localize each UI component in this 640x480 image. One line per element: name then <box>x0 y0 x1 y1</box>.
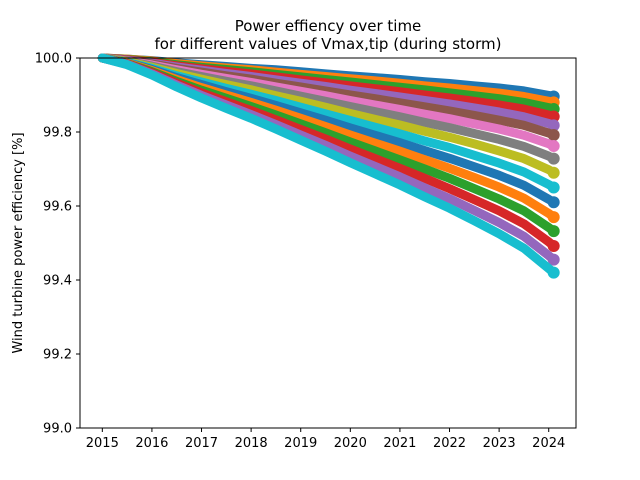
series-5-end-marker <box>547 128 560 141</box>
y-axis-label: Wind turbine power efficiency [%] <box>11 132 26 353</box>
x-tick-label-7: 2022 <box>433 436 466 451</box>
chart-title: Power effiency over time <box>235 17 422 35</box>
series-layer <box>97 53 560 279</box>
y-tick-label-0: 99.0 <box>43 422 72 437</box>
x-axis: 2015 2016 2017 2018 2019 2020 2021 2022 2023 2024 <box>86 428 565 451</box>
x-tick-label-9: 2024 <box>532 436 565 451</box>
series-15-band <box>97 53 559 278</box>
x-tick-label-4: 2019 <box>284 436 317 451</box>
y-tick-label-2: 99.4 <box>43 274 72 289</box>
series-12-end-marker <box>547 225 560 238</box>
y-tick-label-3: 99.6 <box>43 200 72 215</box>
y-tick-label-4: 99.8 <box>43 126 72 141</box>
series-8-end-marker <box>547 166 560 179</box>
x-tick-label-0: 2015 <box>86 436 119 451</box>
y-tick-label-1: 99.2 <box>43 348 72 363</box>
x-tick-label-6: 2021 <box>383 436 416 451</box>
series-7-end-marker <box>547 152 560 165</box>
x-tick-label-5: 2020 <box>334 436 367 451</box>
series-15-end-marker <box>547 266 560 279</box>
chart-subtitle: for different values of Vmax,tip (during… <box>155 35 502 53</box>
x-tick-label-2: 2017 <box>185 436 218 451</box>
x-tick-label-1: 2016 <box>135 436 168 451</box>
y-axis: 99.0 99.2 99.4 99.6 99.8 100.0 <box>35 52 80 437</box>
plot-area-frame <box>79 57 577 429</box>
series-10-end-marker <box>547 196 560 209</box>
series-6-end-marker <box>547 140 560 153</box>
series-13-end-marker <box>547 239 560 252</box>
series-4-end-marker <box>547 119 560 132</box>
series-9-end-marker <box>547 181 560 194</box>
series-14-end-marker <box>547 253 560 266</box>
series-11-end-marker <box>547 211 560 224</box>
y-tick-label-5: 100.0 <box>35 52 72 67</box>
x-tick-label-3: 2018 <box>235 436 268 451</box>
x-tick-label-8: 2023 <box>483 436 516 451</box>
